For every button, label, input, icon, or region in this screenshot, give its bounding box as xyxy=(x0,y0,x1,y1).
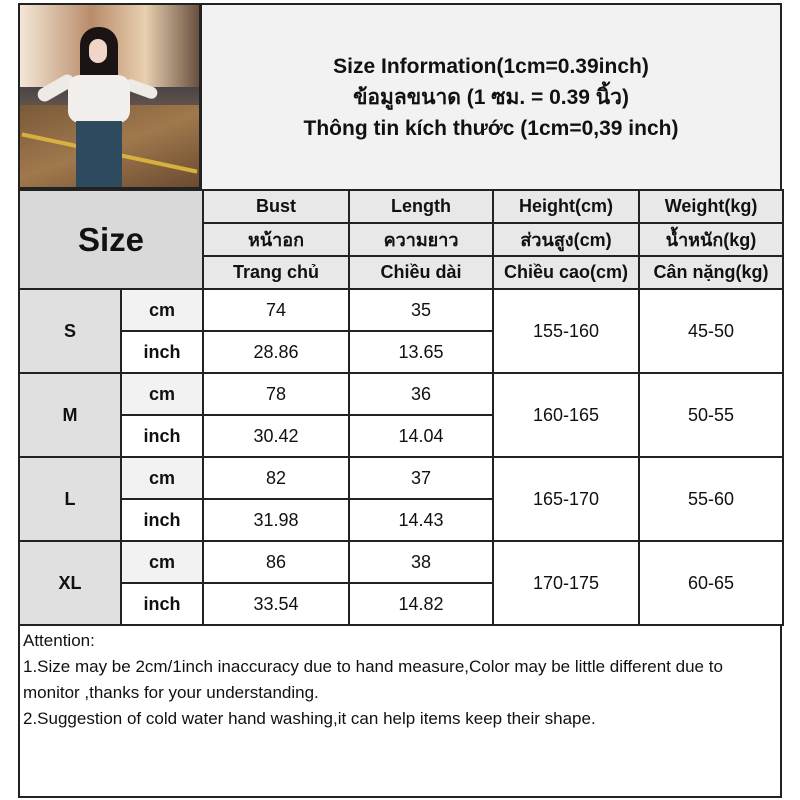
note-item: 2.Suggestion of cold water hand washing,… xyxy=(23,709,596,728)
weight-range: 50-55 xyxy=(638,372,785,458)
bust-inch: 33.54 xyxy=(202,582,351,626)
header-weight-thai: น้ำหนัก(kg) xyxy=(638,222,785,257)
unit-cm: cm xyxy=(119,288,205,332)
bust-inch: 28.86 xyxy=(202,330,351,374)
bust-cm: 82 xyxy=(202,456,351,500)
size-label: S xyxy=(18,288,122,374)
length-cm: 35 xyxy=(348,288,495,332)
bust-inch: 31.98 xyxy=(202,498,351,542)
weight-range: 55-60 xyxy=(638,456,785,542)
size-label: XL xyxy=(18,540,122,626)
unit-inch: inch xyxy=(119,498,205,542)
length-inch: 13.65 xyxy=(348,330,495,374)
length-cm: 38 xyxy=(348,540,495,584)
header-bust: Bust xyxy=(202,189,351,224)
height-range: 155-160 xyxy=(492,288,641,374)
length-inch: 14.43 xyxy=(348,498,495,542)
size-label: M xyxy=(18,372,122,458)
weight-range: 45-50 xyxy=(638,288,785,374)
title-english: Size Information(1cm=0.39inch) xyxy=(333,54,649,78)
bust-cm: 86 xyxy=(202,540,351,584)
length-cm: 37 xyxy=(348,456,495,500)
bust-inch: 30.42 xyxy=(202,414,351,458)
table-row: inch 31.98 14.43 xyxy=(19,498,783,542)
unit-cm: cm xyxy=(119,372,205,416)
header-height: Height(cm) xyxy=(492,189,641,224)
table-row: XL cm 86 38 170-175 60-65 xyxy=(18,540,785,626)
weight-range: 60-65 xyxy=(638,540,785,626)
header-height-thai: ส่วนสูง(cm) xyxy=(492,222,641,257)
size-header: Size xyxy=(17,189,205,290)
header-length-vi: Chiều dài xyxy=(348,255,495,290)
table-row: inch 30.42 14.04 xyxy=(19,414,783,458)
title-thai: ข้อมูลขนาด (1 ซม. = 0.39 นิ้ว) xyxy=(353,85,629,109)
height-range: 160-165 xyxy=(492,372,641,458)
size-table: Size Bust Length Height(cm) Weight(kg) ห… xyxy=(17,189,785,626)
size-info-title: Size Information(1cm=0.39inch) ข้อมูลขนา… xyxy=(200,3,782,191)
header-weight-vi: Cân nặng(kg) xyxy=(638,255,785,290)
unit-inch: inch xyxy=(119,582,205,626)
header-length-thai: ความยาว xyxy=(348,222,495,257)
note-item: 1.Size may be 2cm/1inch inaccuracy due t… xyxy=(23,657,723,702)
header-weight: Weight(kg) xyxy=(638,189,785,224)
header-bust-thai: หน้าอก xyxy=(202,222,351,257)
height-range: 165-170 xyxy=(492,456,641,542)
bust-cm: 74 xyxy=(202,288,351,332)
header-length: Length xyxy=(348,189,495,224)
unit-inch: inch xyxy=(119,330,205,374)
product-photo xyxy=(18,3,201,189)
length-inch: 14.04 xyxy=(348,414,495,458)
bust-cm: 78 xyxy=(202,372,351,416)
unit-cm: cm xyxy=(119,540,205,584)
length-inch: 14.82 xyxy=(348,582,495,626)
unit-cm: cm xyxy=(119,456,205,500)
unit-inch: inch xyxy=(119,414,205,458)
height-range: 170-175 xyxy=(492,540,641,626)
table-row: inch 33.54 14.82 xyxy=(19,582,783,626)
header-bust-vi: Trang chủ xyxy=(202,255,351,290)
attention-notes: Attention: 1.Size may be 2cm/1inch inacc… xyxy=(18,626,782,798)
title-vietnamese: Thông tin kích thước (1cm=0,39 inch) xyxy=(303,116,679,140)
table-row: inch 28.86 13.65 xyxy=(19,330,783,374)
notes-heading: Attention: xyxy=(23,631,95,650)
length-cm: 36 xyxy=(348,372,495,416)
size-label: L xyxy=(18,456,122,542)
header-height-vi: Chiều cao(cm) xyxy=(492,255,641,290)
